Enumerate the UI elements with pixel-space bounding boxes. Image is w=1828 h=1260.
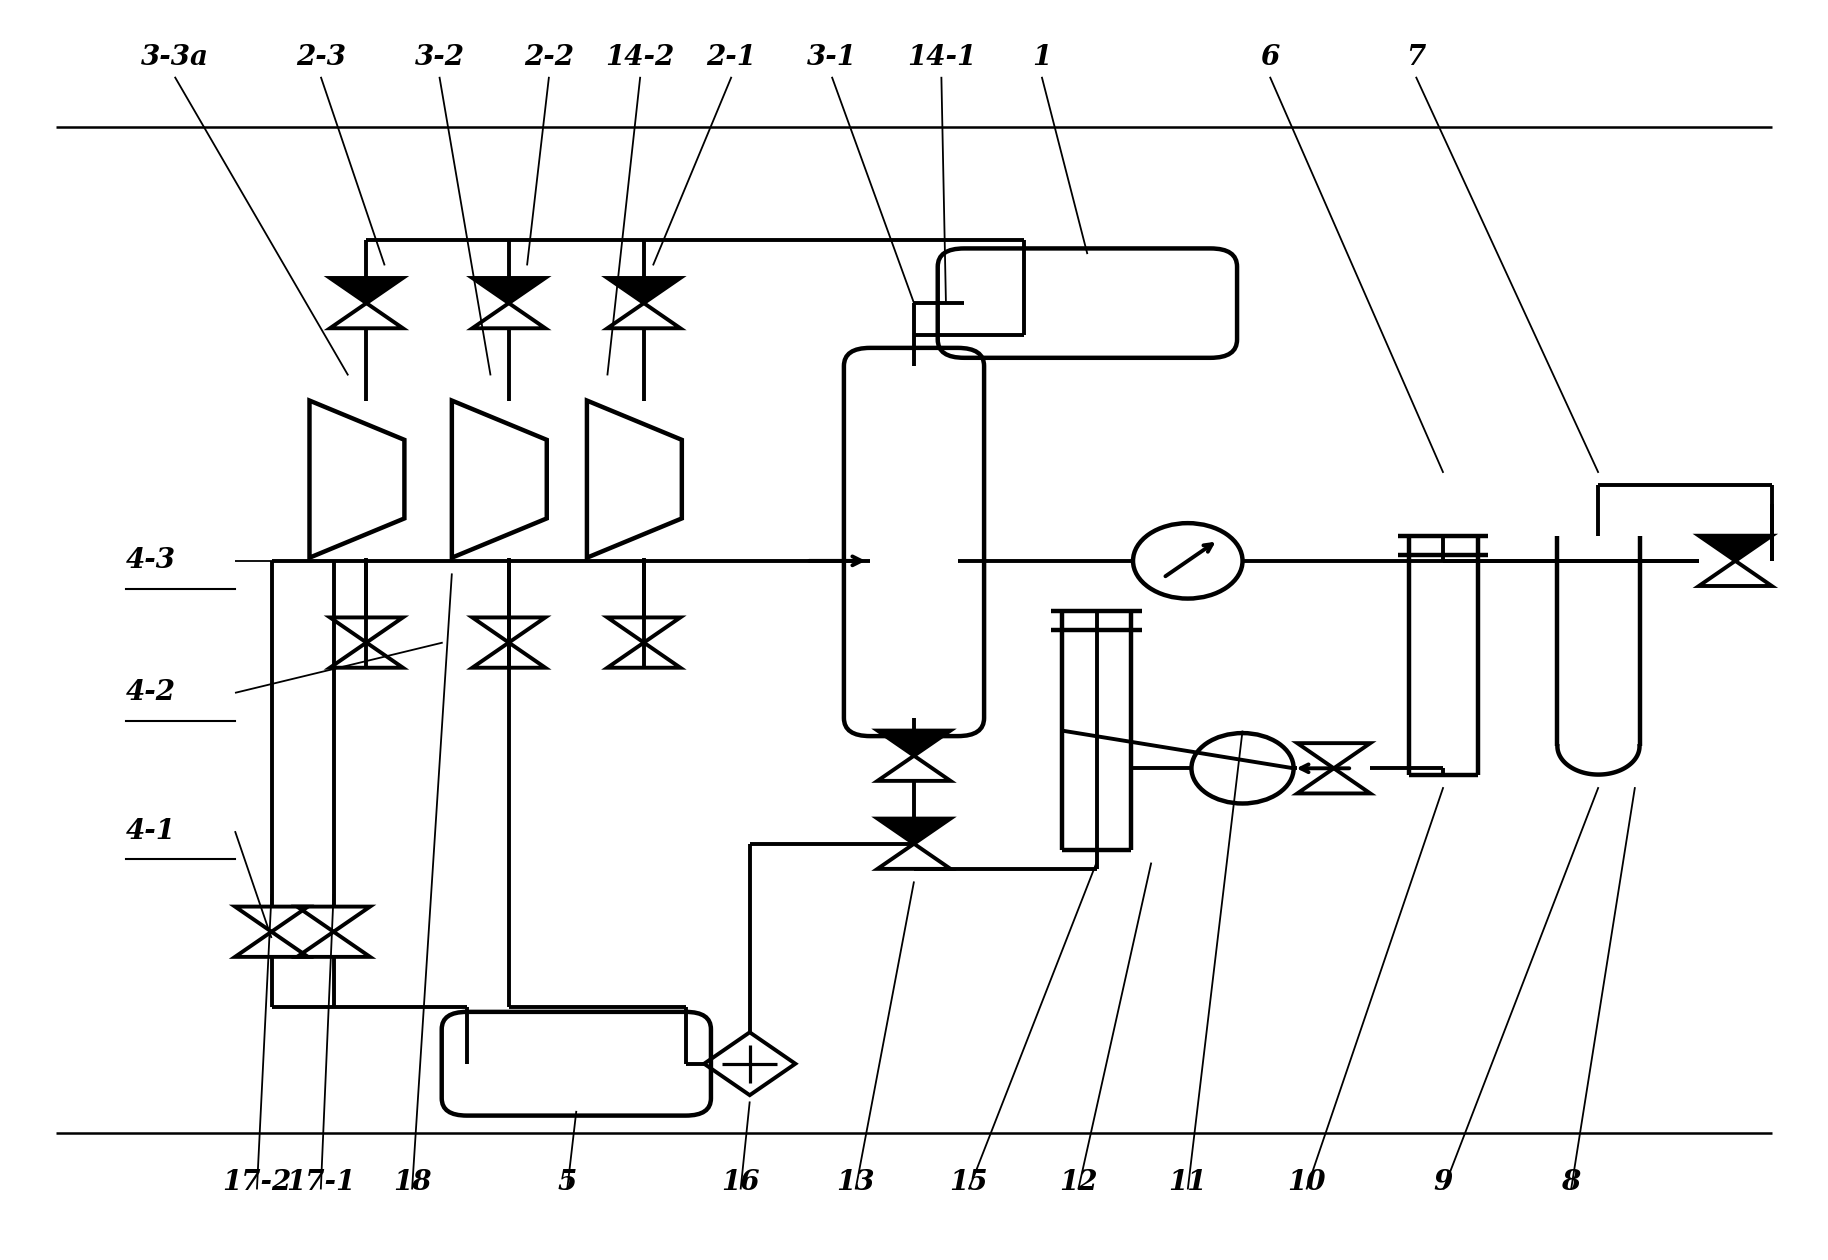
Text: 3-3a: 3-3a — [141, 44, 208, 71]
Text: 5: 5 — [558, 1169, 578, 1196]
Text: 2-2: 2-2 — [525, 44, 574, 71]
Text: 14-1: 14-1 — [907, 44, 976, 71]
Polygon shape — [877, 731, 951, 756]
Text: 2-1: 2-1 — [706, 44, 757, 71]
Text: 10: 10 — [1287, 1169, 1325, 1196]
Text: 4-2: 4-2 — [126, 679, 175, 707]
Text: 16: 16 — [722, 1169, 760, 1196]
Polygon shape — [329, 278, 402, 304]
Text: 4-1: 4-1 — [126, 818, 175, 844]
Polygon shape — [1698, 536, 1771, 561]
Text: 8: 8 — [1561, 1169, 1581, 1196]
Text: 13: 13 — [837, 1169, 876, 1196]
Text: 17-1: 17-1 — [287, 1169, 355, 1196]
Text: 6: 6 — [1259, 44, 1280, 71]
Polygon shape — [877, 819, 951, 844]
Text: 9: 9 — [1433, 1169, 1453, 1196]
Text: 3-2: 3-2 — [415, 44, 464, 71]
Text: 2-3: 2-3 — [296, 44, 345, 71]
Text: 17-2: 17-2 — [223, 1169, 291, 1196]
Text: 3-1: 3-1 — [806, 44, 857, 71]
Text: 11: 11 — [1168, 1169, 1206, 1196]
Text: 15: 15 — [949, 1169, 987, 1196]
Text: 12: 12 — [1058, 1169, 1097, 1196]
Text: 7: 7 — [1406, 44, 1426, 71]
Text: 18: 18 — [393, 1169, 431, 1196]
Polygon shape — [607, 278, 680, 304]
Text: 4-3: 4-3 — [126, 547, 175, 575]
Text: 1: 1 — [1033, 44, 1051, 71]
Text: 14-2: 14-2 — [605, 44, 675, 71]
Polygon shape — [472, 278, 545, 304]
